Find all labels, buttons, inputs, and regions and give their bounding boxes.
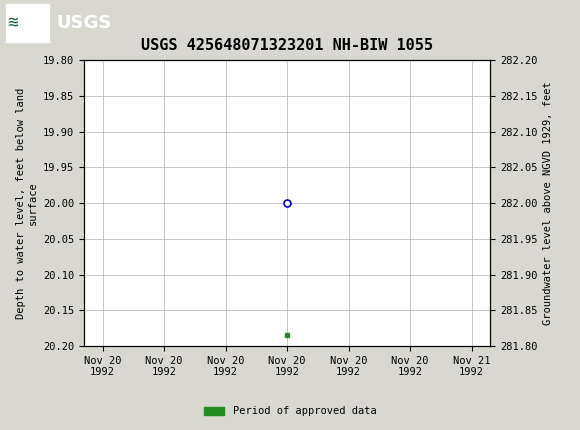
Text: USGS: USGS <box>57 14 112 31</box>
Y-axis label: Groundwater level above NGVD 1929, feet: Groundwater level above NGVD 1929, feet <box>543 81 553 325</box>
Legend: Period of approved data: Period of approved data <box>200 402 380 421</box>
Y-axis label: Depth to water level, feet below land
surface: Depth to water level, feet below land su… <box>16 88 38 319</box>
Text: ≋: ≋ <box>8 14 19 31</box>
Bar <box>6 3 49 42</box>
Title: USGS 425648071323201 NH-BIW 1055: USGS 425648071323201 NH-BIW 1055 <box>141 38 433 53</box>
